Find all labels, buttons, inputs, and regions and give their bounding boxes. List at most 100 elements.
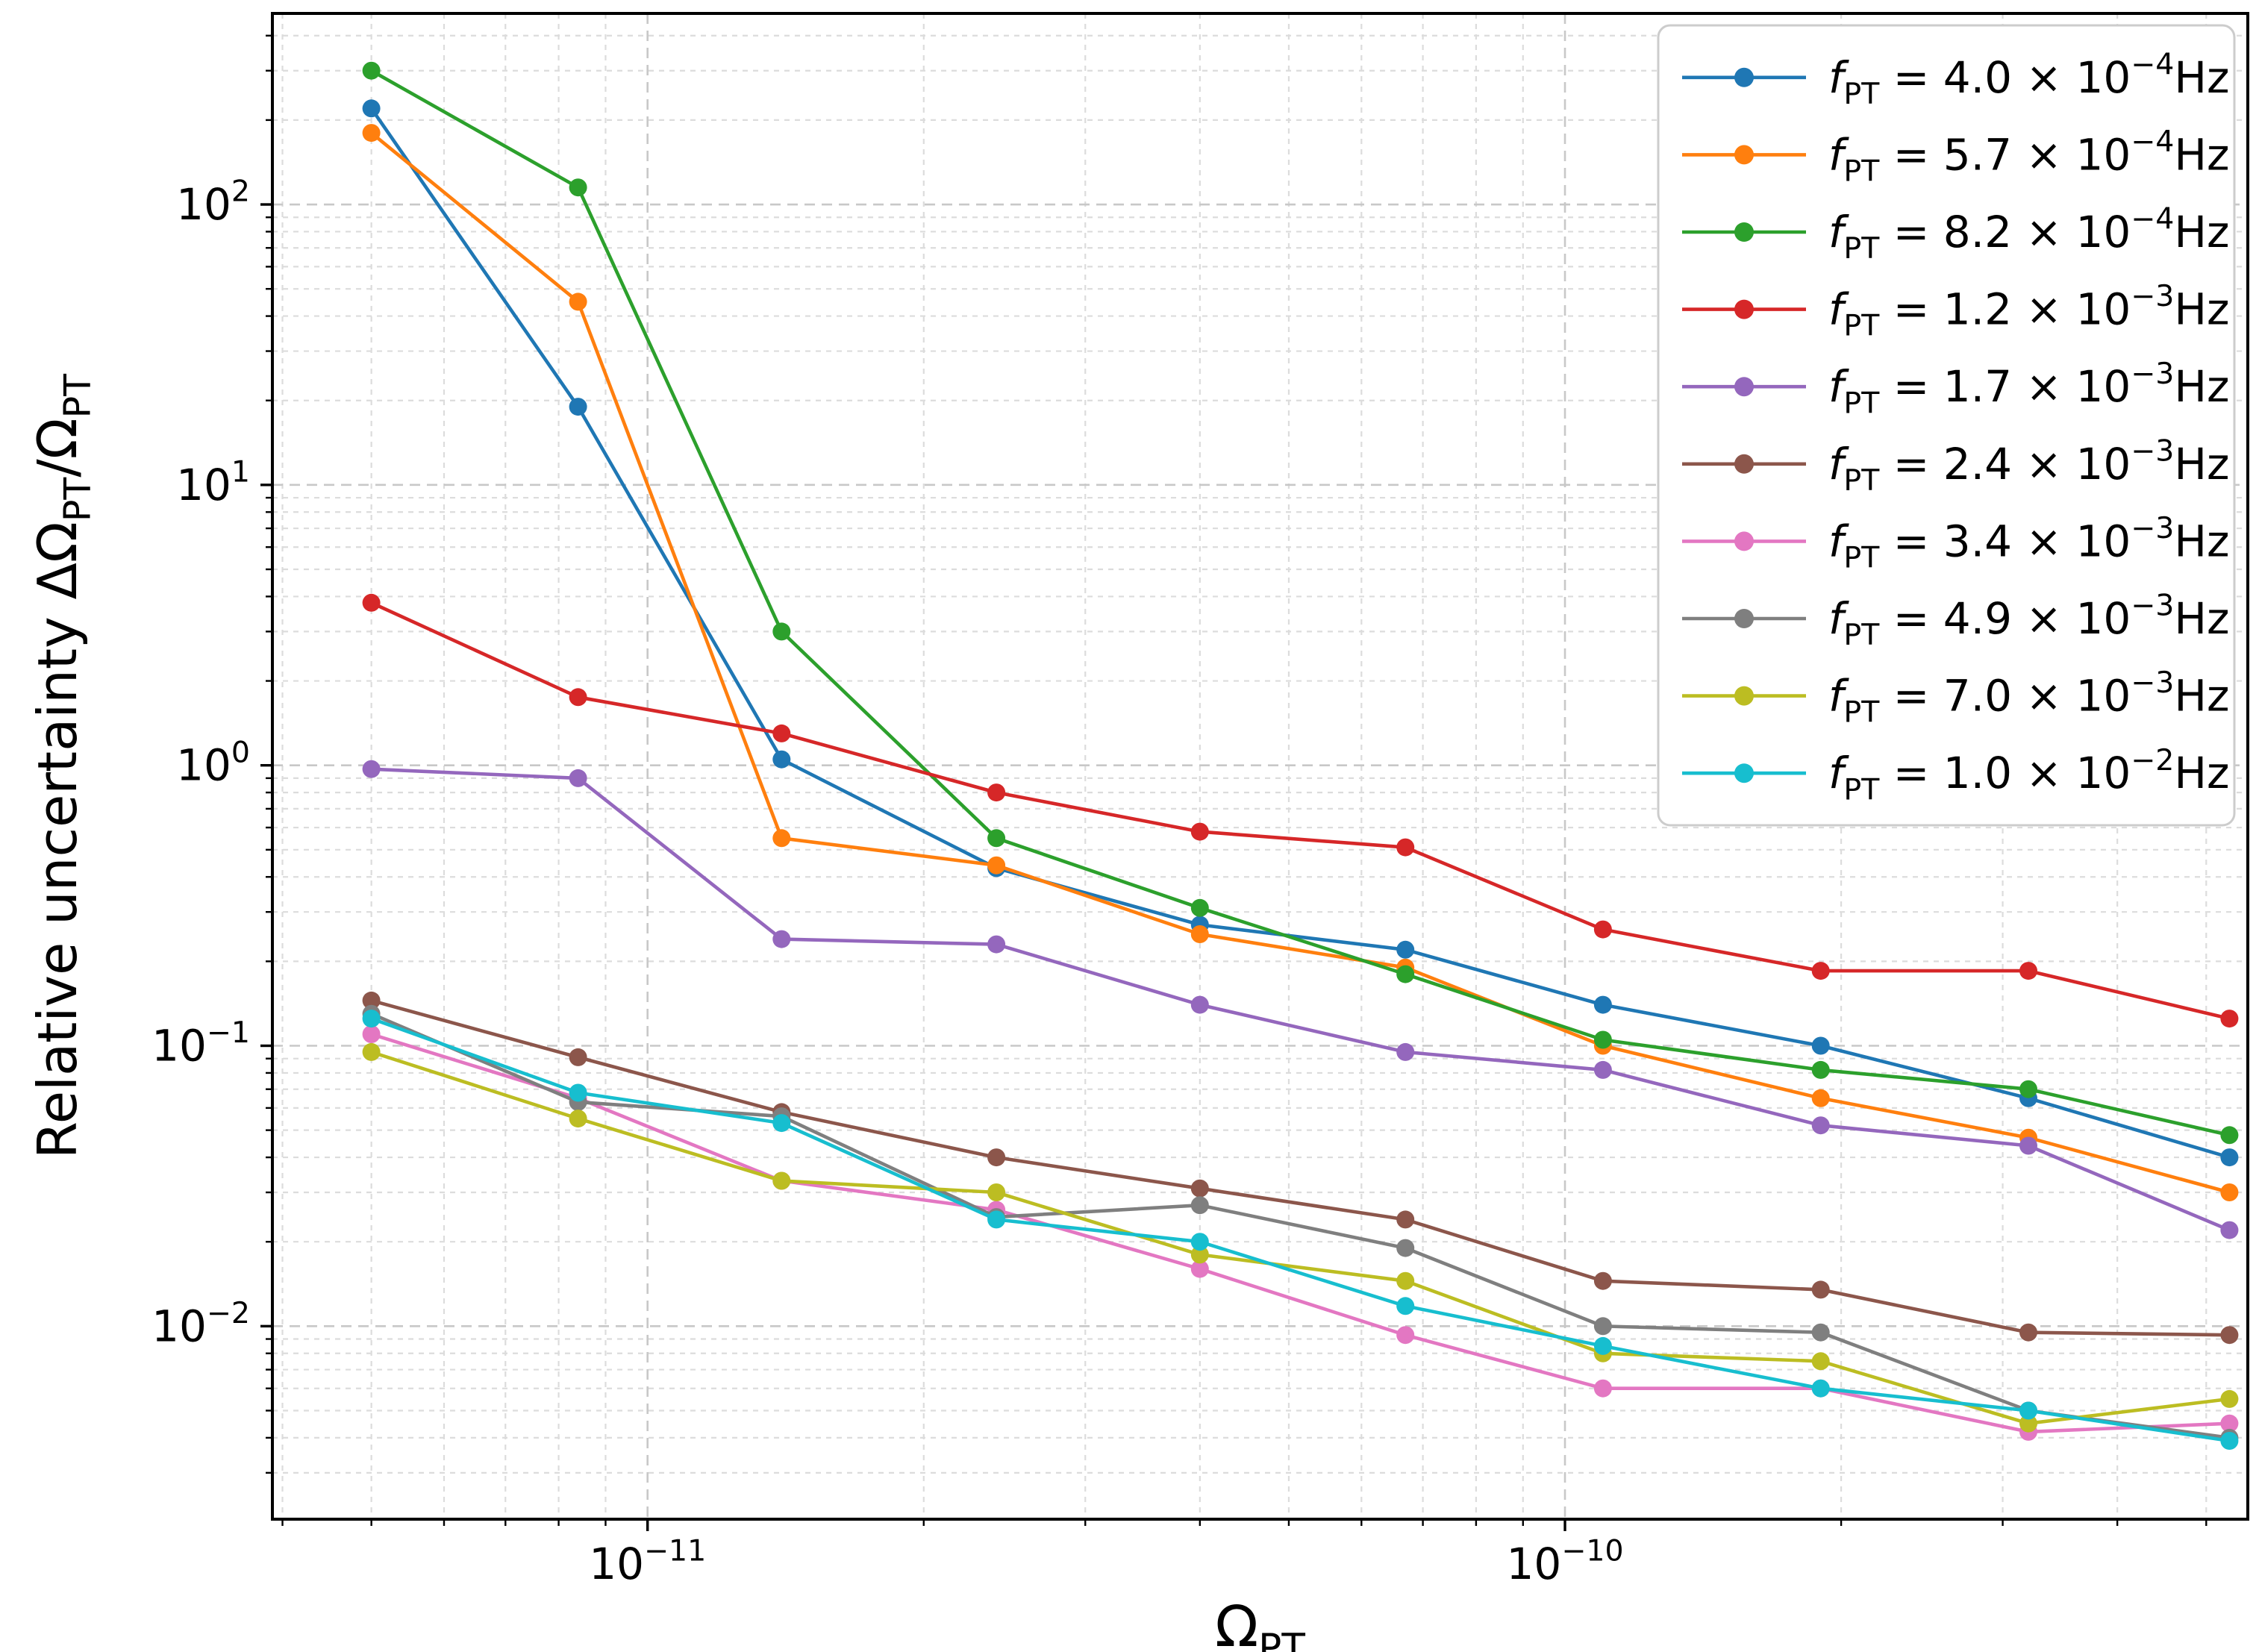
- data-point-marker: [1811, 962, 1830, 980]
- x-tick-label: 10−11: [589, 1534, 706, 1589]
- data-point-marker: [987, 856, 1006, 875]
- series-line: [370, 1032, 2230, 1434]
- data-point-marker: [362, 124, 381, 143]
- legend-label: fPT = 4.0 × 10−4Hz: [1828, 47, 2229, 110]
- data-point-marker: [987, 935, 1006, 954]
- data-point-marker: [569, 398, 587, 416]
- data-point-marker: [1811, 1116, 1830, 1135]
- data-point-marker: [362, 593, 381, 612]
- data-point-marker: [1811, 1323, 1830, 1342]
- x-tick-label: 10−10: [1507, 1534, 1624, 1589]
- y-axis-label: Relative uncertainty ΔΩPT/ΩPT: [26, 373, 99, 1159]
- y-tick-label: 100: [176, 735, 250, 790]
- data-point-marker: [1811, 1280, 1830, 1299]
- data-point-marker: [2220, 1414, 2239, 1433]
- data-point-marker: [2019, 1414, 2037, 1433]
- data-point-marker: [1593, 1030, 1612, 1049]
- legend-entry-4: fPT = 1.2 × 10−3Hz: [1682, 279, 2229, 343]
- data-point-marker: [1811, 1036, 1830, 1055]
- legend-marker: [1734, 686, 1754, 706]
- legend-label: fPT = 7.0 × 10−3Hz: [1828, 666, 2229, 729]
- legend-marker: [1734, 222, 1754, 242]
- series-5: [362, 760, 2239, 1239]
- data-point-marker: [1190, 925, 1209, 943]
- data-point-marker: [1190, 1179, 1209, 1198]
- data-point-marker: [1396, 1210, 1415, 1229]
- legend-entry-9: fPT = 7.0 × 10−3Hz: [1682, 666, 2229, 730]
- data-point-marker: [1396, 1239, 1415, 1257]
- y-tick-label: 101: [176, 454, 250, 510]
- data-point-marker: [772, 750, 791, 769]
- y-tick-label: 10−2: [151, 1296, 250, 1351]
- legend-marker: [1734, 763, 1754, 783]
- data-point-marker: [1396, 1326, 1415, 1345]
- legend-entry-5: fPT = 1.7 × 10−3Hz: [1682, 357, 2229, 420]
- legend-label: fPT = 8.2 × 10−4Hz: [1828, 202, 2229, 266]
- data-point-marker: [1190, 1245, 1209, 1264]
- data-point-marker: [569, 292, 587, 311]
- series-10: [362, 1010, 2239, 1450]
- data-point-marker: [362, 991, 381, 1010]
- data-point-marker: [772, 622, 791, 641]
- series-line: [370, 69, 2230, 1137]
- data-point-marker: [362, 61, 381, 80]
- data-point-marker: [1190, 995, 1209, 1014]
- data-point-marker: [2220, 1010, 2239, 1028]
- data-point-marker: [1396, 940, 1415, 959]
- legend-marker: [1734, 609, 1754, 628]
- series-9: [362, 1042, 2239, 1433]
- legend-marker: [1734, 299, 1754, 319]
- series-line: [370, 131, 2231, 1195]
- legend-marker: [1734, 377, 1754, 397]
- tick-layer: [260, 34, 2208, 1531]
- data-point-marker: [1190, 898, 1209, 917]
- data-point-marker: [2220, 1221, 2239, 1239]
- series-4: [362, 593, 2239, 1028]
- data-point-marker: [2220, 1183, 2239, 1201]
- legend-marker: [1734, 67, 1754, 87]
- legend-box: [1657, 24, 2236, 827]
- data-point-marker: [1811, 1379, 1830, 1398]
- data-point-marker: [569, 769, 587, 787]
- data-point-marker: [1396, 838, 1415, 857]
- data-point-marker: [569, 688, 587, 707]
- legend-entry-7: fPT = 3.4 × 10−3Hz: [1682, 511, 2229, 575]
- data-point-marker: [1593, 1060, 1612, 1079]
- series-layer: [362, 61, 2239, 1450]
- data-point-marker: [1811, 1352, 1830, 1371]
- data-point-marker: [1396, 1297, 1415, 1315]
- data-point-marker: [2019, 1080, 2037, 1098]
- data-point-marker: [362, 1010, 381, 1028]
- series-line: [370, 1016, 2230, 1443]
- data-point-marker: [1593, 995, 1612, 1014]
- series-3: [362, 61, 2239, 1145]
- legend: fPT = 4.0 × 10−4Hz fPT = 5.7 × 10−4Hz fPT …: [1657, 24, 2236, 827]
- data-point-marker: [772, 724, 791, 742]
- data-point-marker: [987, 1148, 1006, 1167]
- data-point-marker: [987, 1183, 1006, 1201]
- data-point-marker: [987, 783, 1006, 802]
- legend-label: fPT = 5.7 × 10−4Hz: [1828, 125, 2229, 188]
- data-point-marker: [1593, 1271, 1612, 1290]
- data-point-marker: [1593, 1336, 1612, 1355]
- data-point-marker: [2019, 962, 2037, 980]
- data-point-marker: [2019, 1323, 2037, 1342]
- data-point-marker: [1190, 822, 1209, 841]
- legend-marker: [1734, 454, 1754, 474]
- data-point-marker: [569, 1110, 587, 1128]
- data-point-marker: [569, 178, 587, 197]
- series-1: [362, 99, 2239, 1167]
- legend-entry-3: fPT = 8.2 × 10−4Hz: [1682, 202, 2229, 266]
- data-point-marker: [569, 1083, 587, 1102]
- series-6: [362, 991, 2239, 1345]
- data-point-marker: [1190, 1196, 1209, 1215]
- legend-label: fPT = 1.2 × 10−3Hz: [1828, 279, 2229, 342]
- data-point-marker: [1811, 1060, 1830, 1079]
- data-point-marker: [2220, 1389, 2239, 1408]
- data-point-marker: [1811, 1089, 1830, 1107]
- data-point-marker: [1190, 1260, 1209, 1278]
- series-line: [369, 107, 2231, 1160]
- data-point-marker: [772, 1114, 791, 1133]
- legend-label: fPT = 1.0 × 10−2Hz: [1828, 743, 2229, 807]
